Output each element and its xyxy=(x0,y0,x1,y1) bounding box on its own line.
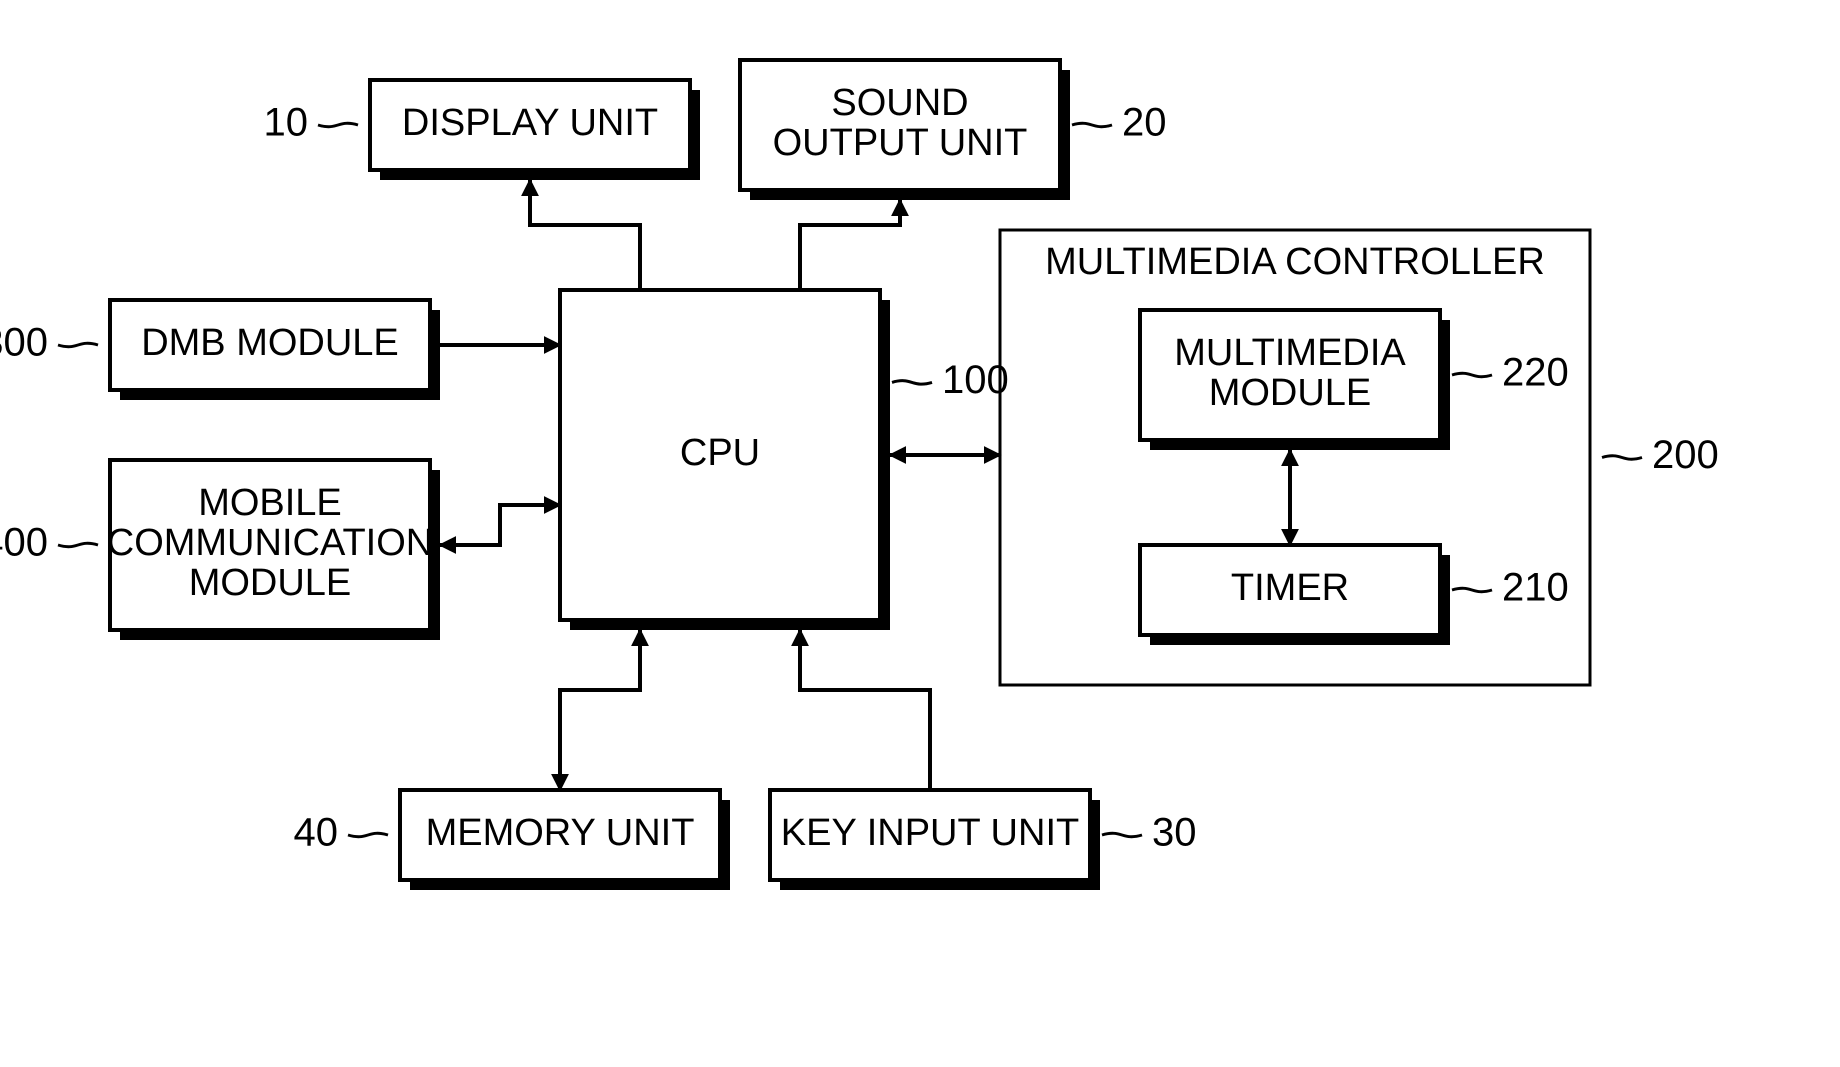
edge-cpu-sound xyxy=(800,200,900,290)
block-sound: SOUNDOUTPUT UNIT xyxy=(740,60,1070,200)
ref-number: 100 xyxy=(942,358,1009,402)
block-timer-label: TIMER xyxy=(1231,567,1349,609)
ref-number: 30 xyxy=(1152,811,1197,855)
ref-number: 200 xyxy=(1652,433,1719,477)
ref-number: 400 xyxy=(0,521,48,565)
block-mobile: MOBILECOMMUNICATIONMODULE xyxy=(107,460,440,640)
edge-mobile-cpu xyxy=(440,505,560,545)
block-cpu: CPU xyxy=(560,290,890,630)
block-memory: MEMORY UNIT xyxy=(400,790,730,890)
block-dmb-label: DMB MODULE xyxy=(141,322,399,364)
container-label: MULTIMEDIA CONTROLLER xyxy=(1045,241,1545,283)
ref-number: 300 xyxy=(0,321,48,365)
edge-memory-cpu xyxy=(560,630,640,790)
block-display: DISPLAY UNIT xyxy=(370,80,700,180)
ref-number: 20 xyxy=(1122,101,1167,145)
block-timer: TIMER xyxy=(1140,545,1450,645)
block-display-label: DISPLAY UNIT xyxy=(402,102,658,144)
block-cpu-label: CPU xyxy=(680,432,760,474)
ref-number: 210 xyxy=(1502,566,1569,610)
edge-keyinput-cpu xyxy=(800,630,930,790)
block-dmb: DMB MODULE xyxy=(110,300,440,400)
block-mmodule: MULTIMEDIAMODULE xyxy=(1140,310,1450,450)
edge-cpu-display xyxy=(530,180,640,290)
block-keyinput: KEY INPUT UNIT xyxy=(770,790,1100,890)
ref-number: 220 xyxy=(1502,351,1569,395)
ref-number: 40 xyxy=(294,811,339,855)
ref-number: 10 xyxy=(264,101,309,145)
block-diagram: MULTIMEDIA CONTROLLER 200 DISPLAY UNIT 10 SO… xyxy=(0,0,1840,1067)
block-memory-label: MEMORY UNIT xyxy=(426,812,695,854)
block-keyinput-label: KEY INPUT UNIT xyxy=(781,812,1079,854)
